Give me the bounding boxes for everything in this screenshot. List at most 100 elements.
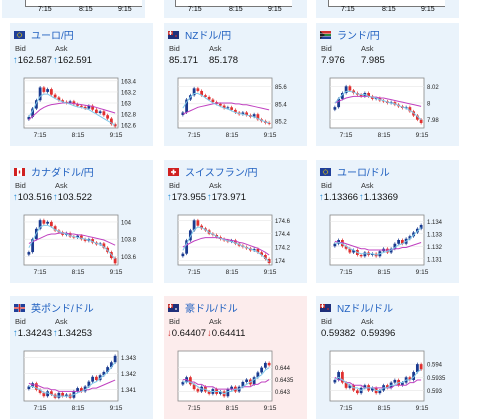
candle — [363, 253, 366, 257]
au-flag-icon — [168, 304, 179, 312]
x-tick-label: 8:15 — [72, 405, 85, 412]
candle — [57, 393, 60, 398]
rate-card-partial[interactable]: 7:15 8:15 9:15 — [164, 0, 307, 18]
y-tick-label: 103.8 — [121, 238, 137, 244]
candle — [50, 89, 53, 95]
bid-value: ↑173.955 — [167, 192, 206, 203]
x-tick-label: 9:15 — [416, 405, 429, 412]
bid-label: Bid — [15, 181, 26, 190]
ask-value-text: 1.34253 — [58, 328, 92, 339]
pair-title[interactable]: カナダドル/円 — [14, 164, 94, 179]
nz-flag-icon — [168, 31, 179, 39]
pair-title[interactable]: NZドル/円 — [168, 27, 231, 42]
pair-title[interactable]: 英ポンド/ドル — [14, 300, 94, 315]
ask-label: Ask — [361, 317, 374, 326]
x-tick-label: 7:15 — [34, 269, 47, 276]
candle — [230, 107, 233, 110]
bid-value: ↑103.516 — [13, 192, 52, 203]
pair-name[interactable]: 豪ドル/ドル — [185, 300, 238, 315]
candle — [80, 106, 83, 107]
pair-name[interactable]: 英ポンド/ドル — [31, 300, 94, 315]
ask-value: 85.178 — [209, 55, 238, 66]
y-tick-label: 0.593 — [427, 389, 443, 395]
candle — [393, 380, 396, 383]
ask-value: 0.59396 — [361, 328, 395, 339]
x-tick-label: 8:15 — [378, 405, 391, 412]
x-tick: 8:15 — [382, 6, 396, 13]
y-tick-label: 1.131 — [427, 257, 443, 263]
candle — [102, 111, 105, 115]
x-tick-label: 9:15 — [264, 132, 277, 139]
pair-title[interactable]: ユーロ/ドル — [320, 164, 390, 179]
pair-name[interactable]: ユーロ/円 — [31, 27, 74, 42]
x-tick-label: 9:15 — [110, 269, 123, 276]
pair-title[interactable]: NZドル/ドル — [320, 300, 393, 315]
x-tick: 8:15 — [229, 6, 243, 13]
candle — [114, 356, 117, 362]
y-tick-label: 1.342 — [121, 372, 137, 378]
y-tick-label: 0.594 — [427, 363, 443, 369]
x-tick: 7:15 — [341, 6, 355, 13]
y-tick-label: 103.6 — [121, 255, 137, 261]
ask-value: ↑103.522 — [53, 192, 92, 203]
pair-name[interactable]: ランド/円 — [337, 27, 380, 42]
pair-title[interactable]: ランド/円 — [320, 27, 380, 42]
candle — [268, 363, 271, 365]
bid-value: 7.976 — [321, 55, 345, 66]
ask-value: ↓0.64411 — [207, 328, 245, 339]
rate-card-partial[interactable]: 7:15 8:15 9:15 — [2, 0, 145, 18]
y-tick-label: 85.2 — [275, 120, 287, 126]
y-tick-label: 0.644 — [275, 366, 291, 372]
y-tick-label: 85.4 — [275, 102, 287, 108]
pair-title[interactable]: スイスフラン/円 — [168, 164, 257, 179]
pair-title[interactable]: 豪ドル/ドル — [168, 300, 238, 315]
pair-name[interactable]: NZドル/ドル — [337, 300, 393, 315]
x-tick-label: 7:15 — [188, 269, 201, 276]
candle — [226, 107, 229, 108]
candle — [181, 254, 184, 256]
x-tick-label: 9:15 — [416, 269, 429, 276]
x-tick-label: 7:15 — [340, 269, 353, 276]
ask-label: Ask — [55, 44, 68, 53]
rate-card-partial[interactable]: 7:15 8:15 9:15 — [316, 0, 459, 18]
bid-value: ↑162.587 — [13, 55, 52, 66]
pair-name[interactable]: ユーロ/ドル — [337, 164, 390, 179]
y-tick-label: 162.6 — [121, 124, 137, 130]
x-tick: 9:15 — [268, 6, 282, 13]
ask-value-text: 7.985 — [361, 55, 385, 66]
ask-label: Ask — [55, 181, 68, 190]
pair-title[interactable]: ユーロ/円 — [14, 27, 74, 42]
za-flag-icon — [320, 31, 331, 39]
pair-name[interactable]: カナダドル/円 — [31, 164, 94, 179]
pair-name[interactable]: スイスフラン/円 — [185, 164, 257, 179]
bid-value-text: 7.976 — [321, 55, 345, 66]
ask-value: ↑162.591 — [53, 55, 92, 66]
y-tick-label: 1.133 — [427, 232, 443, 238]
y-tick-label: 174 — [275, 259, 286, 265]
bid-value: 85.171 — [169, 55, 198, 66]
pair-name[interactable]: NZドル/円 — [185, 27, 231, 42]
x-tick-label: 9:15 — [264, 405, 277, 412]
candle — [420, 364, 423, 369]
candle — [420, 120, 423, 123]
